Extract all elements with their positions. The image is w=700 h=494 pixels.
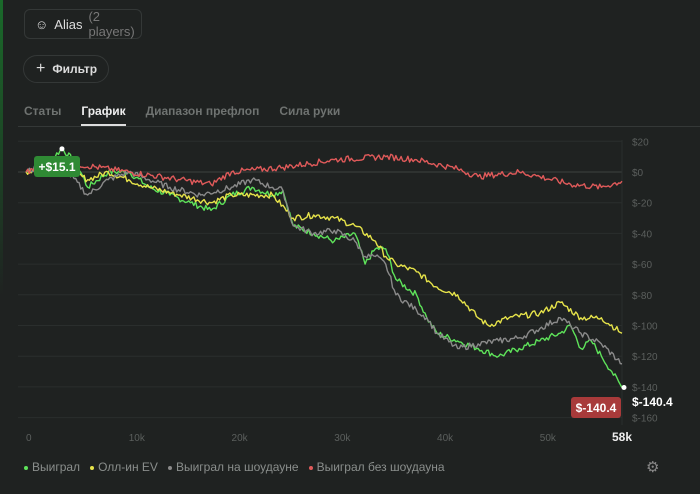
y-tick-label: $-40 xyxy=(632,229,652,240)
user-icon: ☺ xyxy=(35,16,49,32)
y-tick-label: $0 xyxy=(632,168,644,179)
end-point xyxy=(621,385,627,391)
end-value-label: $-140.4 xyxy=(632,395,673,409)
y-tick-label: $20 xyxy=(632,137,649,148)
legend-won-no-showdown[interactable]: Выиграл без шоудауна xyxy=(308,460,445,474)
x-tick-label: 30k xyxy=(334,433,351,444)
tab-stats[interactable]: Статы xyxy=(24,104,62,118)
alias-label: Alias xyxy=(54,16,83,32)
legend-allin-ev[interactable]: Олл-ин EV xyxy=(90,460,158,474)
max-point xyxy=(59,146,65,152)
x-tick-label: 40k xyxy=(437,433,454,444)
gear-icon[interactable]: ⚙ xyxy=(646,459,660,476)
series-line-allin-ev xyxy=(25,163,623,334)
window-edge xyxy=(0,0,3,494)
x-tick-label: 10k xyxy=(129,433,146,444)
y-tick-label: $-160 xyxy=(632,414,658,425)
tab-divider xyxy=(18,126,700,127)
tab-hand-strength[interactable]: Сила руки xyxy=(279,104,341,118)
legend-dot-won-no-showdown xyxy=(308,465,313,470)
legend: Выиграл Олл-ин EV Выиграл на шоудауне Вы… xyxy=(24,460,445,474)
x-tick-label: 0 xyxy=(26,433,32,444)
x-tick-label: 58k xyxy=(612,430,632,444)
y-tick-label: $-120 xyxy=(632,352,658,363)
legend-label-allin-ev: Олл-ин EV xyxy=(98,460,158,474)
series-line-won-no-showdown xyxy=(25,153,623,190)
tab-preflop-range[interactable]: Диапазон префлоп xyxy=(145,104,260,118)
legend-won-showdown[interactable]: Выиграл на шоудауне xyxy=(167,460,299,474)
filter-button[interactable]: + Фильтр xyxy=(23,55,109,83)
y-tick-label: $-80 xyxy=(632,291,652,302)
alias-players: (2 players) xyxy=(88,9,135,39)
min-tooltip-label: $-140.4 xyxy=(576,401,617,415)
filter-label: Фильтр xyxy=(52,62,98,76)
legend-dot-won-showdown xyxy=(167,465,172,470)
series-line-won xyxy=(25,148,623,388)
x-tick-label: 50k xyxy=(540,433,557,444)
max-tooltip xyxy=(34,156,80,177)
legend-label-won: Выиграл xyxy=(32,460,81,474)
y-tick-label: $-100 xyxy=(632,322,658,333)
x-tick-label: 20k xyxy=(232,433,249,444)
alias-selector[interactable]: ☺ Alias (2 players) xyxy=(24,9,142,39)
tabs: Статы График Диапазон префлоп Сила руки xyxy=(24,104,340,126)
plus-icon: + xyxy=(36,60,46,77)
legend-dot-allin-ev xyxy=(90,465,95,470)
legend-label-won-showdown: Выиграл на шоудауне xyxy=(175,460,299,474)
tab-graph[interactable]: График xyxy=(81,104,126,126)
legend-label-won-no-showdown: Выиграл без шоудауна xyxy=(316,460,445,474)
max-tooltip-label: +$15.1 xyxy=(38,160,75,174)
y-tick-label: $-140 xyxy=(632,383,658,394)
y-tick-label: $-60 xyxy=(632,260,652,271)
y-tick-label: $-20 xyxy=(632,199,652,210)
min-tooltip xyxy=(571,397,621,418)
series-line-won-showdown xyxy=(25,159,623,365)
legend-dot-won xyxy=(24,465,28,470)
legend-won[interactable]: Выиграл xyxy=(24,460,80,474)
